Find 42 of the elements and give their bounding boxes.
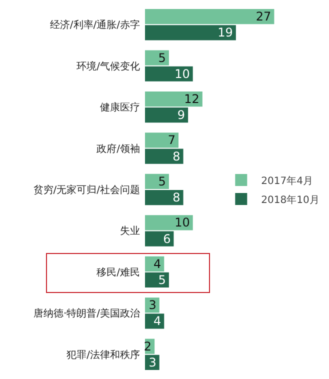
data-label: 19 <box>218 26 233 40</box>
data-label: 9 <box>177 108 186 122</box>
y-tick-label: 健康医疗 <box>100 102 140 114</box>
y-tick-label: 政府/领袖 <box>96 142 140 155</box>
bar <box>145 174 169 190</box>
data-label: 4 <box>154 314 162 328</box>
data-label: 5 <box>158 272 166 287</box>
bar <box>145 148 184 164</box>
bar <box>145 132 178 148</box>
y-tick-label: 犯罪/法律和秩序 <box>66 348 140 361</box>
data-label: 4 <box>154 256 162 271</box>
y-tick-label: 经济/利率/通胀/赤字 <box>50 19 140 32</box>
data-label: 3 <box>148 355 156 370</box>
legend-label: 2017年4月 <box>261 174 313 187</box>
bar <box>145 9 274 24</box>
bar <box>145 314 164 329</box>
legend-label: 2018年10月 <box>261 194 320 206</box>
y-tick-label: 唐纳德·特朗普/美国政治 <box>33 308 140 320</box>
bar <box>145 108 188 123</box>
data-label: 8 <box>172 190 180 205</box>
bar <box>145 66 193 82</box>
y-tick-label: 移民/难民 <box>96 266 140 278</box>
data-label: 3 <box>148 298 156 312</box>
data-label: 6 <box>163 232 171 246</box>
bar <box>145 190 184 206</box>
bar <box>145 25 236 40</box>
data-label: 8 <box>172 149 180 164</box>
data-label: 27 <box>256 10 272 24</box>
data-label: 5 <box>158 50 166 65</box>
y-tick-label: 环境/气候变化 <box>76 60 140 72</box>
data-label: 12 <box>184 92 200 106</box>
bar <box>145 215 193 230</box>
bar <box>145 231 174 246</box>
data-label: 7 <box>168 133 176 148</box>
bar <box>145 91 202 107</box>
y-tick-label: 失业 <box>120 225 140 238</box>
bar <box>145 272 169 288</box>
bar <box>145 50 169 66</box>
data-label: 5 <box>158 174 166 188</box>
y-tick-label: 贫穷/无家可归/社会问题 <box>33 184 140 196</box>
data-label: 10 <box>174 66 190 81</box>
data-label: 10 <box>174 216 190 230</box>
